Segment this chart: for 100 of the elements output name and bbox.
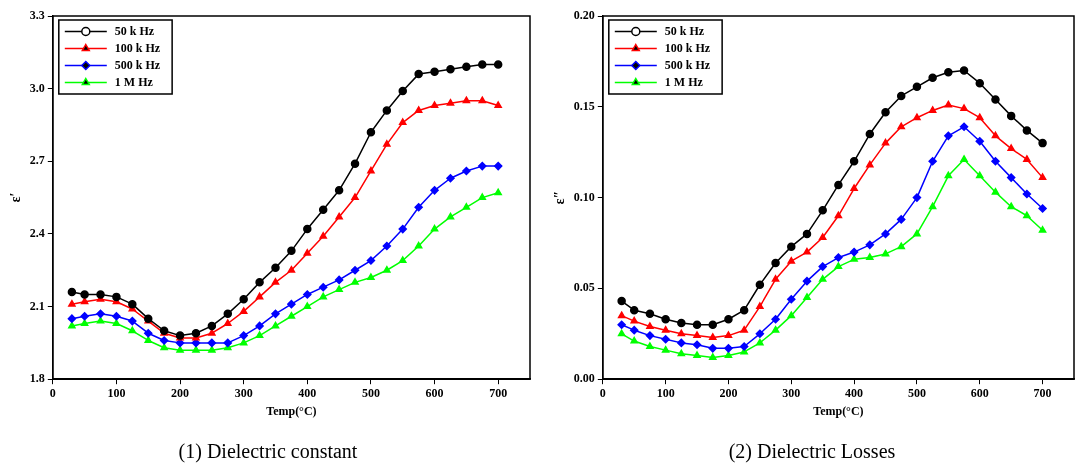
legend-label: 1 M Hz: [664, 74, 704, 89]
point: [383, 140, 391, 147]
legend-label: 500 k Hz: [114, 57, 161, 72]
point: [850, 255, 858, 262]
point: [708, 320, 717, 329]
point: [271, 278, 280, 285]
point: [1007, 202, 1015, 210]
point: [991, 95, 1000, 104]
point: [112, 319, 121, 327]
point: [366, 256, 376, 265]
x-tick-label: 500: [907, 386, 926, 401]
point: [255, 292, 264, 300]
legend-label: 500 k Hz: [664, 57, 711, 72]
point: [493, 60, 503, 69]
point: [661, 335, 670, 344]
point: [80, 312, 89, 321]
x-tick-label: 600: [970, 386, 989, 401]
point: [366, 127, 376, 137]
point: [661, 315, 670, 324]
point: [128, 326, 137, 334]
point: [928, 202, 937, 210]
point: [351, 278, 359, 285]
point: [896, 91, 906, 101]
point: [191, 328, 201, 338]
point: [1023, 211, 1031, 219]
point: [802, 276, 812, 286]
point: [446, 98, 455, 106]
point: [944, 131, 953, 141]
point: [944, 171, 953, 179]
point: [367, 166, 375, 174]
y-tick-label: 0.10: [573, 189, 595, 204]
text: (1) Dielectric constant: [178, 440, 358, 464]
point: [739, 342, 749, 351]
point: [1022, 126, 1032, 135]
point: [881, 249, 890, 257]
y-axis-title: ε″: [552, 190, 568, 205]
point: [350, 265, 360, 275]
point: [991, 157, 1000, 166]
point: [617, 311, 626, 319]
point: [866, 253, 874, 261]
point: [128, 316, 137, 326]
point: [192, 345, 200, 353]
point: [159, 336, 169, 345]
point: [255, 321, 264, 331]
point: [351, 193, 359, 201]
point: [818, 206, 827, 215]
y-tick-label: 3.3: [29, 8, 45, 23]
point: [67, 287, 77, 297]
point: [414, 203, 423, 212]
point: [629, 305, 639, 315]
point: [493, 161, 503, 171]
point: [724, 315, 733, 324]
point: [708, 333, 717, 340]
point: [617, 320, 626, 329]
point: [677, 329, 686, 337]
point: [975, 78, 985, 88]
y-tick-label: 0.05: [573, 280, 595, 295]
point: [692, 340, 702, 349]
y-axis-title: ε′: [8, 192, 24, 203]
point: [834, 211, 843, 219]
point: [208, 345, 216, 353]
point: [849, 247, 859, 257]
point: [771, 275, 780, 282]
point: [724, 344, 733, 353]
point: [430, 186, 439, 195]
point: [446, 173, 455, 183]
legend-label: 50 k Hz: [114, 23, 155, 38]
point: [756, 302, 764, 310]
legend-label: 50 k Hz: [664, 23, 705, 38]
point: [834, 253, 843, 262]
point: [975, 171, 984, 179]
point: [494, 101, 502, 109]
point: [255, 278, 264, 287]
point: [1038, 138, 1047, 148]
point: [818, 275, 827, 282]
point: [112, 312, 121, 321]
point: [912, 193, 922, 202]
point: [692, 320, 702, 329]
point: [287, 312, 296, 319]
point: [944, 68, 953, 77]
point: [319, 292, 327, 300]
x-tick-label: 0: [49, 386, 56, 401]
point: [319, 232, 327, 239]
point: [160, 343, 168, 351]
point: [68, 299, 76, 307]
point: [724, 351, 733, 359]
point: [207, 338, 217, 348]
point: [881, 108, 890, 117]
x-tick-label: 300: [234, 386, 253, 401]
point: [1038, 173, 1047, 181]
point: [1006, 173, 1016, 182]
point: [68, 321, 76, 329]
point: [771, 315, 780, 324]
point: [896, 215, 906, 224]
point: [897, 242, 906, 250]
point: [383, 265, 391, 273]
point: [335, 212, 343, 220]
point: [462, 96, 471, 104]
point: [334, 186, 344, 195]
point: [708, 344, 717, 353]
